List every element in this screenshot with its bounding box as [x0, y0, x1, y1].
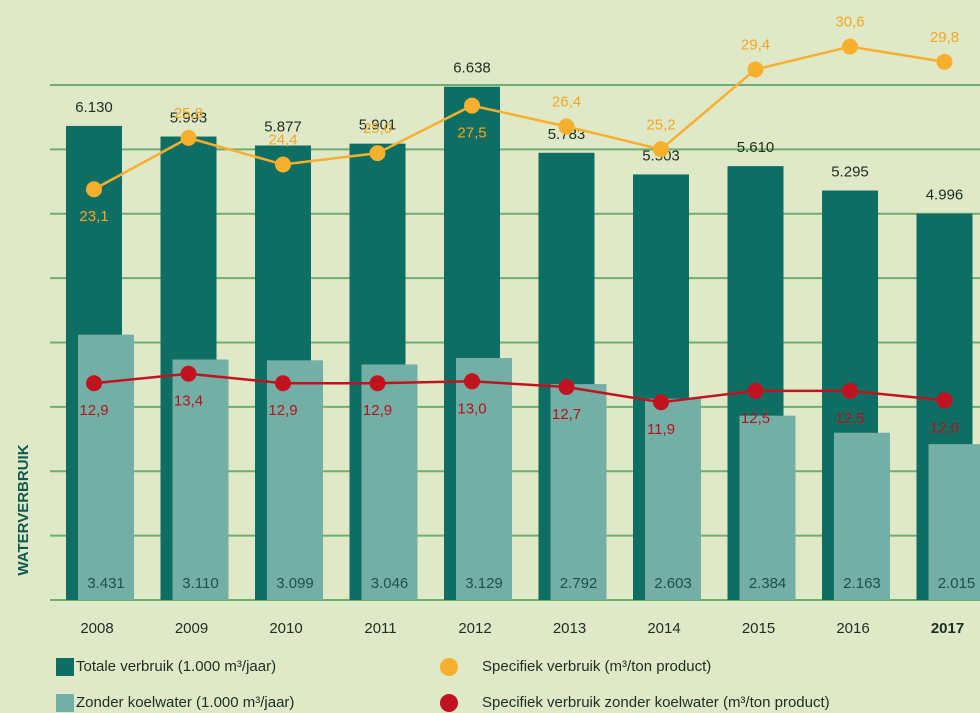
bar-value-label: 3.046 [371, 575, 409, 592]
bar-value-label: 5.993 [170, 110, 208, 127]
bar-value-label: 3.431 [87, 575, 125, 592]
bar-value-label: 2.015 [938, 575, 976, 592]
x-tick-label: 2009 [175, 620, 208, 637]
line-point [180, 129, 197, 146]
line [93, 372, 945, 404]
line-point [936, 53, 953, 70]
line [93, 45, 945, 191]
line-point [369, 375, 386, 392]
line-value-label: 13,0 [457, 400, 486, 417]
line-value-label: 25,2 [646, 116, 675, 133]
bar [550, 384, 607, 600]
line-value-label: 13,4 [174, 393, 203, 410]
legend-swatch [440, 694, 458, 712]
x-tick-label: 2016 [836, 620, 869, 637]
bar [456, 358, 512, 600]
line-point [86, 375, 102, 392]
line-value-label: 24,4 [268, 131, 297, 148]
line-point [842, 382, 858, 399]
bar [172, 359, 229, 600]
bar [78, 334, 134, 600]
line-value-label: 29,8 [930, 29, 959, 46]
bar-value-label: 3.110 [182, 575, 218, 592]
line-value-label: 12,5 [835, 410, 864, 427]
x-tick-label: 2012 [458, 620, 491, 637]
line-point [936, 392, 953, 409]
x-tick-label: 2008 [80, 620, 113, 637]
bar [267, 360, 323, 600]
bar-value-label: 5.901 [359, 117, 397, 134]
line-point [86, 181, 102, 198]
line-point [653, 394, 669, 411]
bar-value-label: 6.130 [75, 99, 113, 116]
legend-label: Specifiek verbruik zonder koelwater (m³/… [482, 694, 830, 711]
bar-value-label: 2.163 [843, 575, 881, 592]
line-point [275, 375, 291, 392]
bar-value-label: 2.792 [560, 575, 598, 592]
line-value-label: 12,0 [930, 419, 959, 436]
x-tick-label: 2015 [742, 620, 775, 637]
bar-value-label: 2.384 [749, 575, 787, 592]
line-point [464, 97, 480, 114]
line-point [558, 118, 575, 135]
line-value-label: 27,5 [457, 125, 486, 142]
bar [739, 415, 796, 600]
legend-label: Specifiek verbruik (m³/ton product) [482, 658, 711, 675]
line-value-label: 12,5 [741, 410, 770, 427]
legend-swatch [56, 694, 74, 712]
line-point [747, 61, 764, 78]
bar-value-label: 4.996 [926, 187, 964, 204]
line-value-label: 12,9 [79, 402, 108, 419]
line-point [558, 379, 575, 396]
line-point [369, 145, 386, 162]
bar [834, 432, 890, 600]
line-value-label: 29,4 [741, 36, 770, 53]
x-tick-label: 2014 [647, 620, 680, 637]
bar-value-label: 5.295 [831, 163, 869, 180]
line-point [180, 365, 197, 382]
line-point [842, 38, 858, 55]
line-value-label: 12,9 [363, 402, 392, 419]
line-value-label: 23,1 [79, 208, 108, 225]
line-value-label: 30,6 [835, 14, 864, 31]
bar-value-label: 3.129 [465, 575, 503, 592]
line-point [464, 373, 480, 390]
line-point [275, 156, 291, 173]
bar [928, 444, 980, 600]
line-value-label: 25,8 [174, 105, 203, 122]
legend-swatch [56, 658, 74, 676]
bar [645, 398, 701, 600]
line-point [653, 141, 669, 158]
bar-value-label: 2.603 [654, 575, 692, 592]
bar [361, 364, 418, 600]
line-value-label: 11,9 [647, 421, 675, 438]
line-value-label: 12,9 [268, 402, 297, 419]
legend-swatch [440, 658, 458, 676]
x-tick-label: 2013 [553, 620, 586, 637]
line-point [747, 382, 764, 399]
bar-value-label: 3.099 [276, 575, 314, 592]
x-tick-label: 2010 [269, 620, 302, 637]
bar-value-label: 5.610 [737, 139, 775, 156]
line-value-label: 25,0 [363, 120, 392, 137]
legend-label: Totale verbruik (1.000 m³/jaar) [76, 658, 276, 675]
bar-value-label: 5.877 [264, 118, 302, 135]
line-value-label: 12,7 [552, 406, 581, 423]
y-axis-label: WATERVERBRUIK [15, 444, 32, 575]
bar-value-label: 6.638 [453, 60, 491, 77]
legend-label: Zonder koelwater (1.000 m³/jaar) [76, 694, 294, 711]
x-tick-label: 2011 [364, 620, 396, 637]
x-tick-label: 2017 [931, 620, 964, 637]
line-value-label: 26,4 [552, 93, 581, 110]
